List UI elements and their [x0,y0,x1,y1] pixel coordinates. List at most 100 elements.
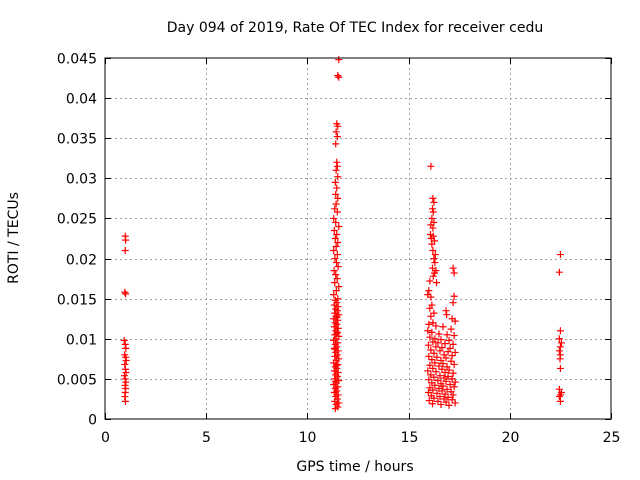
data-point [332,190,340,198]
data-point [331,309,339,317]
data-point [449,299,457,307]
data-point [331,405,339,413]
x-axis-label: GPS time / hours [296,459,413,475]
data-point [121,393,129,401]
data-point [431,381,439,389]
data-point [333,329,341,337]
data-point [330,267,338,275]
y-tick-label: 0.045 [57,52,97,68]
data-point [436,347,444,355]
data-point [439,382,447,390]
data-point [428,214,436,222]
data-point [425,320,433,328]
data-point [429,224,437,232]
data-point [450,269,458,277]
data-point [430,309,438,317]
data-point [443,385,451,393]
data-point [555,347,563,355]
data-point [330,344,338,352]
data-point [430,198,438,206]
data-point [121,360,129,368]
data-point [435,362,443,370]
data-point [555,335,563,343]
data-point [451,348,459,356]
data-point [447,357,455,365]
data-point [451,317,459,325]
data-point [332,166,340,174]
data-point [428,328,436,336]
data-point [121,365,129,373]
data-point [333,184,341,192]
data-point [429,247,437,255]
data-point [425,376,433,384]
data-point [430,373,438,381]
y-tick-label: 0.005 [57,373,97,389]
data-point [436,372,444,380]
data-point [442,307,450,315]
data-point [430,255,438,263]
data-point [333,259,341,267]
data-point [331,178,339,186]
data-point [441,390,449,398]
data-point [429,386,437,394]
data-points [120,56,565,413]
data-point [335,222,343,230]
data-point [331,319,339,327]
plot-frame [104,57,612,420]
data-point [330,367,338,375]
data-point [556,327,564,335]
x-tick-label: 20 [502,430,520,446]
data-point [449,264,457,272]
data-point [556,251,564,259]
data-point [332,287,340,295]
data-point [331,235,339,242]
data-point [121,397,129,405]
data-point [434,376,442,384]
data-point [556,391,564,399]
data-point [442,377,450,385]
data-point [120,372,128,380]
data-point [436,393,444,401]
data-point [555,268,563,276]
data-point [427,346,435,354]
y-axis-ticks: 0 0.005 0.01 0.015 0.02 0.025 0.03 0.035 0.04 0.0… [57,52,611,429]
data-point [121,247,129,255]
data-point [332,305,340,313]
data-point [441,368,449,376]
data-point [332,128,340,136]
data-point [335,73,343,81]
data-point [427,293,435,301]
data-point [424,327,432,335]
data-point [431,259,439,267]
data-point [332,371,340,379]
data-point [429,272,437,280]
data-point [333,313,341,321]
grid-lines [105,58,611,419]
data-point [445,336,453,344]
data-point [434,339,442,347]
data-point [121,381,129,389]
y-tick-label: 0.025 [57,212,97,228]
data-point [444,348,452,356]
data-point [334,263,342,271]
data-point [432,343,440,351]
data-point [442,398,450,406]
data-point [430,394,438,402]
data-point [120,336,128,344]
y-tick-label: 0.04 [66,92,97,108]
data-point [449,340,457,348]
data-point [429,208,437,216]
y-tick-label: 0.02 [66,253,97,269]
data-point [333,208,341,216]
data-point [332,140,340,148]
data-point [332,218,340,226]
y-tick-label: 0.015 [57,293,97,309]
data-point [330,291,338,299]
data-point [333,162,341,170]
data-point [332,271,340,279]
data-point [330,323,338,331]
data-point [426,333,434,341]
data-point [439,360,447,368]
data-point [434,397,442,405]
data-point [426,277,434,285]
